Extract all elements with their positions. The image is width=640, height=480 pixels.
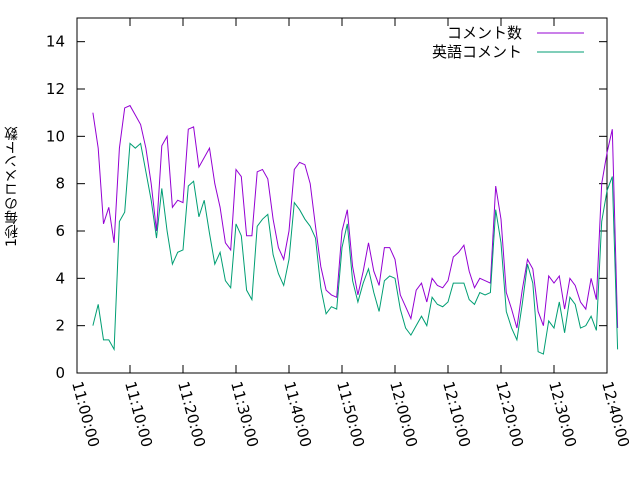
x-tick-label: 11:20:00 — [174, 379, 209, 449]
y-tick-label: 4 — [55, 269, 65, 287]
x-tick-label: 12:20:00 — [492, 379, 527, 449]
x-tick-label: 11:50:00 — [333, 379, 368, 449]
y-tick-label: 6 — [55, 222, 65, 240]
y-tick-label: 12 — [46, 80, 65, 98]
x-tick-label: 12:10:00 — [439, 379, 474, 449]
y-tick-label: 14 — [46, 33, 65, 51]
x-tick-label: 11:10:00 — [121, 379, 156, 449]
y-tick-label: 2 — [55, 317, 65, 335]
x-tick-label: 12:40:00 — [598, 379, 633, 449]
y-tick-label: 8 — [55, 175, 65, 193]
series-line-1 — [92, 104, 619, 329]
x-tick-label: 11:40:00 — [280, 379, 315, 449]
x-tick-label: 11:00:00 — [68, 379, 103, 449]
legend-label-2: 英語コメント — [432, 43, 522, 61]
series-line-2 — [92, 142, 619, 355]
y-axis: 0 2 4 6 8 10 12 14 — [46, 33, 607, 382]
x-tick-label: 12:00:00 — [386, 379, 421, 449]
x-tick-label: 12:30:00 — [545, 379, 580, 449]
y-tick-label: 0 — [55, 364, 65, 382]
legend-label-1: コメント数 — [447, 24, 522, 42]
series-group — [92, 104, 619, 355]
plot-frame — [76, 17, 608, 374]
x-axis: 11:00:00 11:10:00 11:20:00 11:30:00 11:40:00… — [68, 18, 633, 449]
y-tick-label: 10 — [46, 127, 65, 145]
x-tick-label: 11:30:00 — [227, 379, 262, 449]
